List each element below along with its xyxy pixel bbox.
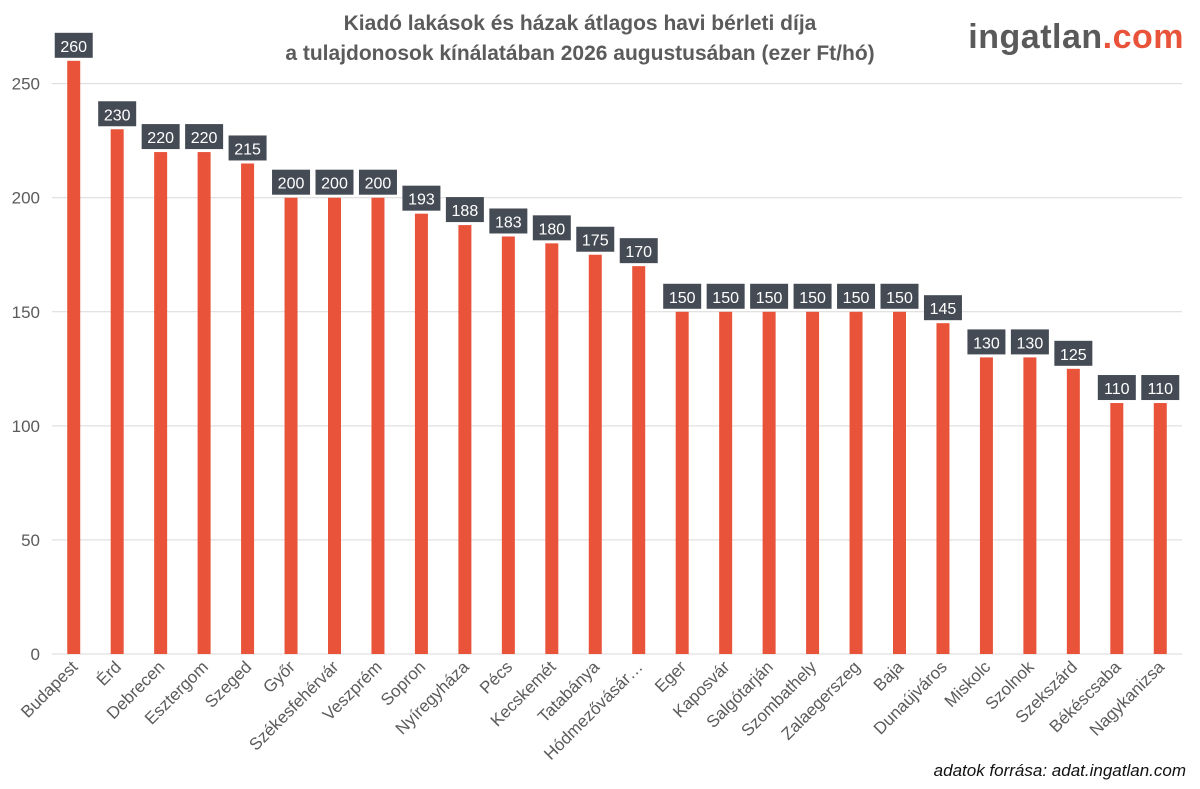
y-tick-label: 0 [31, 645, 40, 664]
data-label-box [706, 283, 745, 309]
data-label-box [967, 329, 1006, 355]
bar [806, 311, 820, 654]
data-label-box [793, 283, 832, 309]
x-tick-label: Érd [93, 657, 125, 689]
y-tick-label: 100 [12, 417, 40, 436]
data-label: 200 [365, 176, 392, 193]
data-label-box [880, 283, 919, 309]
logo-text-domain: .com [1102, 18, 1184, 56]
data-label: 110 [1148, 381, 1174, 398]
x-tick-label: Pécs [476, 657, 516, 697]
data-label-box [663, 283, 702, 309]
bar [197, 152, 211, 654]
data-label: 110 [1104, 381, 1130, 398]
data-label: 230 [104, 107, 131, 124]
source-note: adatok forrása: adat.ingatlan.com [933, 761, 1186, 780]
data-label-box [1054, 340, 1093, 366]
bar [1153, 403, 1167, 654]
data-label-box [141, 124, 180, 150]
data-label: 180 [538, 221, 565, 238]
bar [328, 197, 341, 654]
bar [284, 197, 298, 654]
bar [979, 357, 993, 654]
data-label-box [576, 226, 615, 252]
data-label: 175 [582, 233, 609, 250]
data-label-box [445, 197, 484, 223]
bar [1110, 403, 1124, 654]
data-label: 145 [930, 301, 957, 318]
bar [545, 243, 559, 654]
bar [501, 236, 515, 654]
data-label-box [358, 169, 397, 195]
bar [675, 311, 689, 654]
data-label-box [402, 185, 441, 211]
bar [110, 129, 124, 654]
data-label: 130 [973, 335, 1000, 352]
data-label: 200 [321, 176, 348, 193]
bar [1066, 368, 1080, 654]
x-tick-label: Szeged [201, 657, 255, 711]
data-label: 260 [60, 39, 87, 56]
x-tick-label: Budapest [17, 657, 81, 721]
chart-title-line-1: Kiadó lakások és házak átlagos havi bérl… [343, 12, 817, 35]
data-label-box [750, 283, 789, 309]
ingatlan-logo: ingatlan.com [968, 18, 1184, 57]
bar [1023, 357, 1037, 654]
bar [67, 60, 81, 655]
data-label: 150 [799, 290, 826, 307]
data-label-box [923, 295, 962, 321]
data-label-box [228, 135, 267, 161]
data-label-box [619, 238, 658, 264]
data-label: 183 [495, 214, 522, 231]
data-label-box [1141, 375, 1180, 401]
y-tick-label: 50 [21, 531, 40, 550]
data-label: 150 [669, 290, 696, 307]
data-label: 200 [278, 176, 305, 193]
data-label-box [54, 32, 93, 58]
bar [588, 254, 602, 655]
data-label: 150 [712, 290, 739, 307]
x-tick-label: Győr [259, 657, 299, 697]
data-label-box [489, 208, 528, 234]
data-label: 150 [886, 290, 913, 307]
data-label-box [837, 283, 876, 309]
data-label: 220 [191, 130, 218, 147]
data-label: 193 [408, 192, 435, 209]
data-label: 215 [234, 141, 261, 158]
data-label: 220 [147, 130, 174, 147]
bar [241, 163, 255, 655]
bar [849, 311, 863, 654]
data-label-box [532, 215, 571, 241]
data-label: 150 [756, 290, 783, 307]
data-label-box [1097, 375, 1136, 401]
data-label-box [315, 169, 354, 195]
y-tick-label: 250 [12, 75, 40, 94]
bar [154, 152, 168, 654]
data-label: 170 [625, 244, 652, 261]
y-tick-label: 150 [12, 303, 40, 322]
data-label: 150 [843, 290, 870, 307]
x-tick-label: Eger [651, 657, 690, 696]
bar [762, 311, 776, 654]
bar [371, 197, 385, 654]
x-tick-label: Baja [870, 657, 908, 695]
data-label-box [98, 101, 137, 127]
bar [632, 266, 646, 654]
bar [414, 213, 428, 654]
data-label: 188 [452, 203, 479, 220]
data-label: 125 [1060, 347, 1087, 364]
bar [458, 225, 472, 654]
bar [719, 311, 733, 654]
chart-title-line-2: a tulajdonosok kínálatában 2026 augustus… [285, 42, 875, 65]
data-label-box [1010, 329, 1049, 355]
data-label-box [185, 124, 224, 150]
data-label-box [272, 169, 311, 195]
y-tick-label: 200 [12, 189, 40, 208]
data-label: 130 [1017, 335, 1044, 352]
bar [936, 323, 950, 654]
logo-text-main: ingatlan [968, 18, 1103, 56]
bar [893, 311, 906, 654]
